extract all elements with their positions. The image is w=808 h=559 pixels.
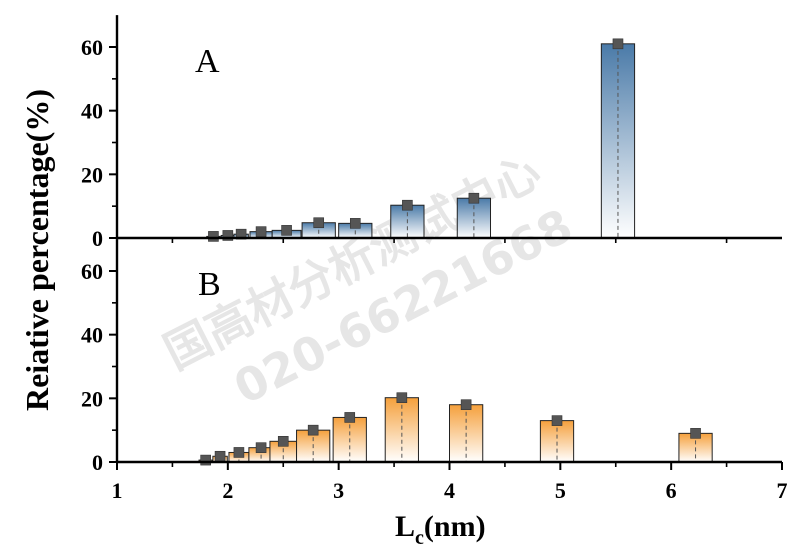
y-tick-label-a-0: 0 <box>92 226 103 251</box>
y-tick-label-b-0: 0 <box>92 450 103 475</box>
x-axis-label: Lc(nm) <box>395 510 486 549</box>
x-tick-label-5: 5 <box>555 478 566 503</box>
point-b-7 <box>396 392 408 403</box>
point-b-4 <box>277 436 289 447</box>
x-tick-label-1: 1 <box>112 478 123 503</box>
x-axis-label-sub: c <box>415 527 424 549</box>
point-b-8 <box>460 399 472 411</box>
x-axis-label-unit: (nm) <box>424 510 486 543</box>
panel-label-a: A <box>195 43 220 80</box>
point-a-6 <box>349 218 361 229</box>
y-tick-label-b-60: 60 <box>81 259 103 284</box>
point-a-1 <box>222 230 234 241</box>
point-a-7 <box>402 199 413 211</box>
bar-a-8 <box>456 197 492 239</box>
point-b-6 <box>344 412 356 423</box>
point-a-9 <box>612 38 624 50</box>
point-b-1 <box>214 450 226 462</box>
point-a-4 <box>281 225 292 236</box>
point-b-10 <box>690 428 701 439</box>
point-b-2 <box>233 447 245 458</box>
y-axis-label: Reiative percentage(%) <box>19 89 55 411</box>
x-tick-label-7: 7 <box>777 478 788 503</box>
panel-label-b: B <box>198 266 221 303</box>
point-b-0 <box>200 454 211 466</box>
point-b-9 <box>551 415 563 426</box>
x-tick-label-6: 6 <box>666 478 677 503</box>
y-tick-label-a-60: 60 <box>81 35 103 60</box>
y-tick-label-b-20: 20 <box>81 386 103 411</box>
y-tick-label-b-40: 40 <box>81 323 103 348</box>
point-a-5 <box>313 217 325 229</box>
x-tick-label-3: 3 <box>333 478 344 503</box>
point-a-0 <box>208 231 219 242</box>
point-b-3 <box>255 442 267 453</box>
x-tick-label-4: 4 <box>444 478 455 503</box>
bars-layer <box>198 38 713 466</box>
point-a-8 <box>468 192 480 204</box>
bar-b-9 <box>539 420 575 463</box>
y-tick-label-a-40: 40 <box>81 99 103 124</box>
axes-layer: 0 20 40 60 0 20 40 60 1 2 3 4 5 6 7 <box>81 15 788 503</box>
point-a-3 <box>255 226 267 237</box>
point-b-5 <box>307 424 319 436</box>
x-axis-label-main: L <box>395 510 415 543</box>
x-tick-label-2: 2 <box>222 478 233 503</box>
y-tick-label-a-20: 20 <box>81 162 103 187</box>
